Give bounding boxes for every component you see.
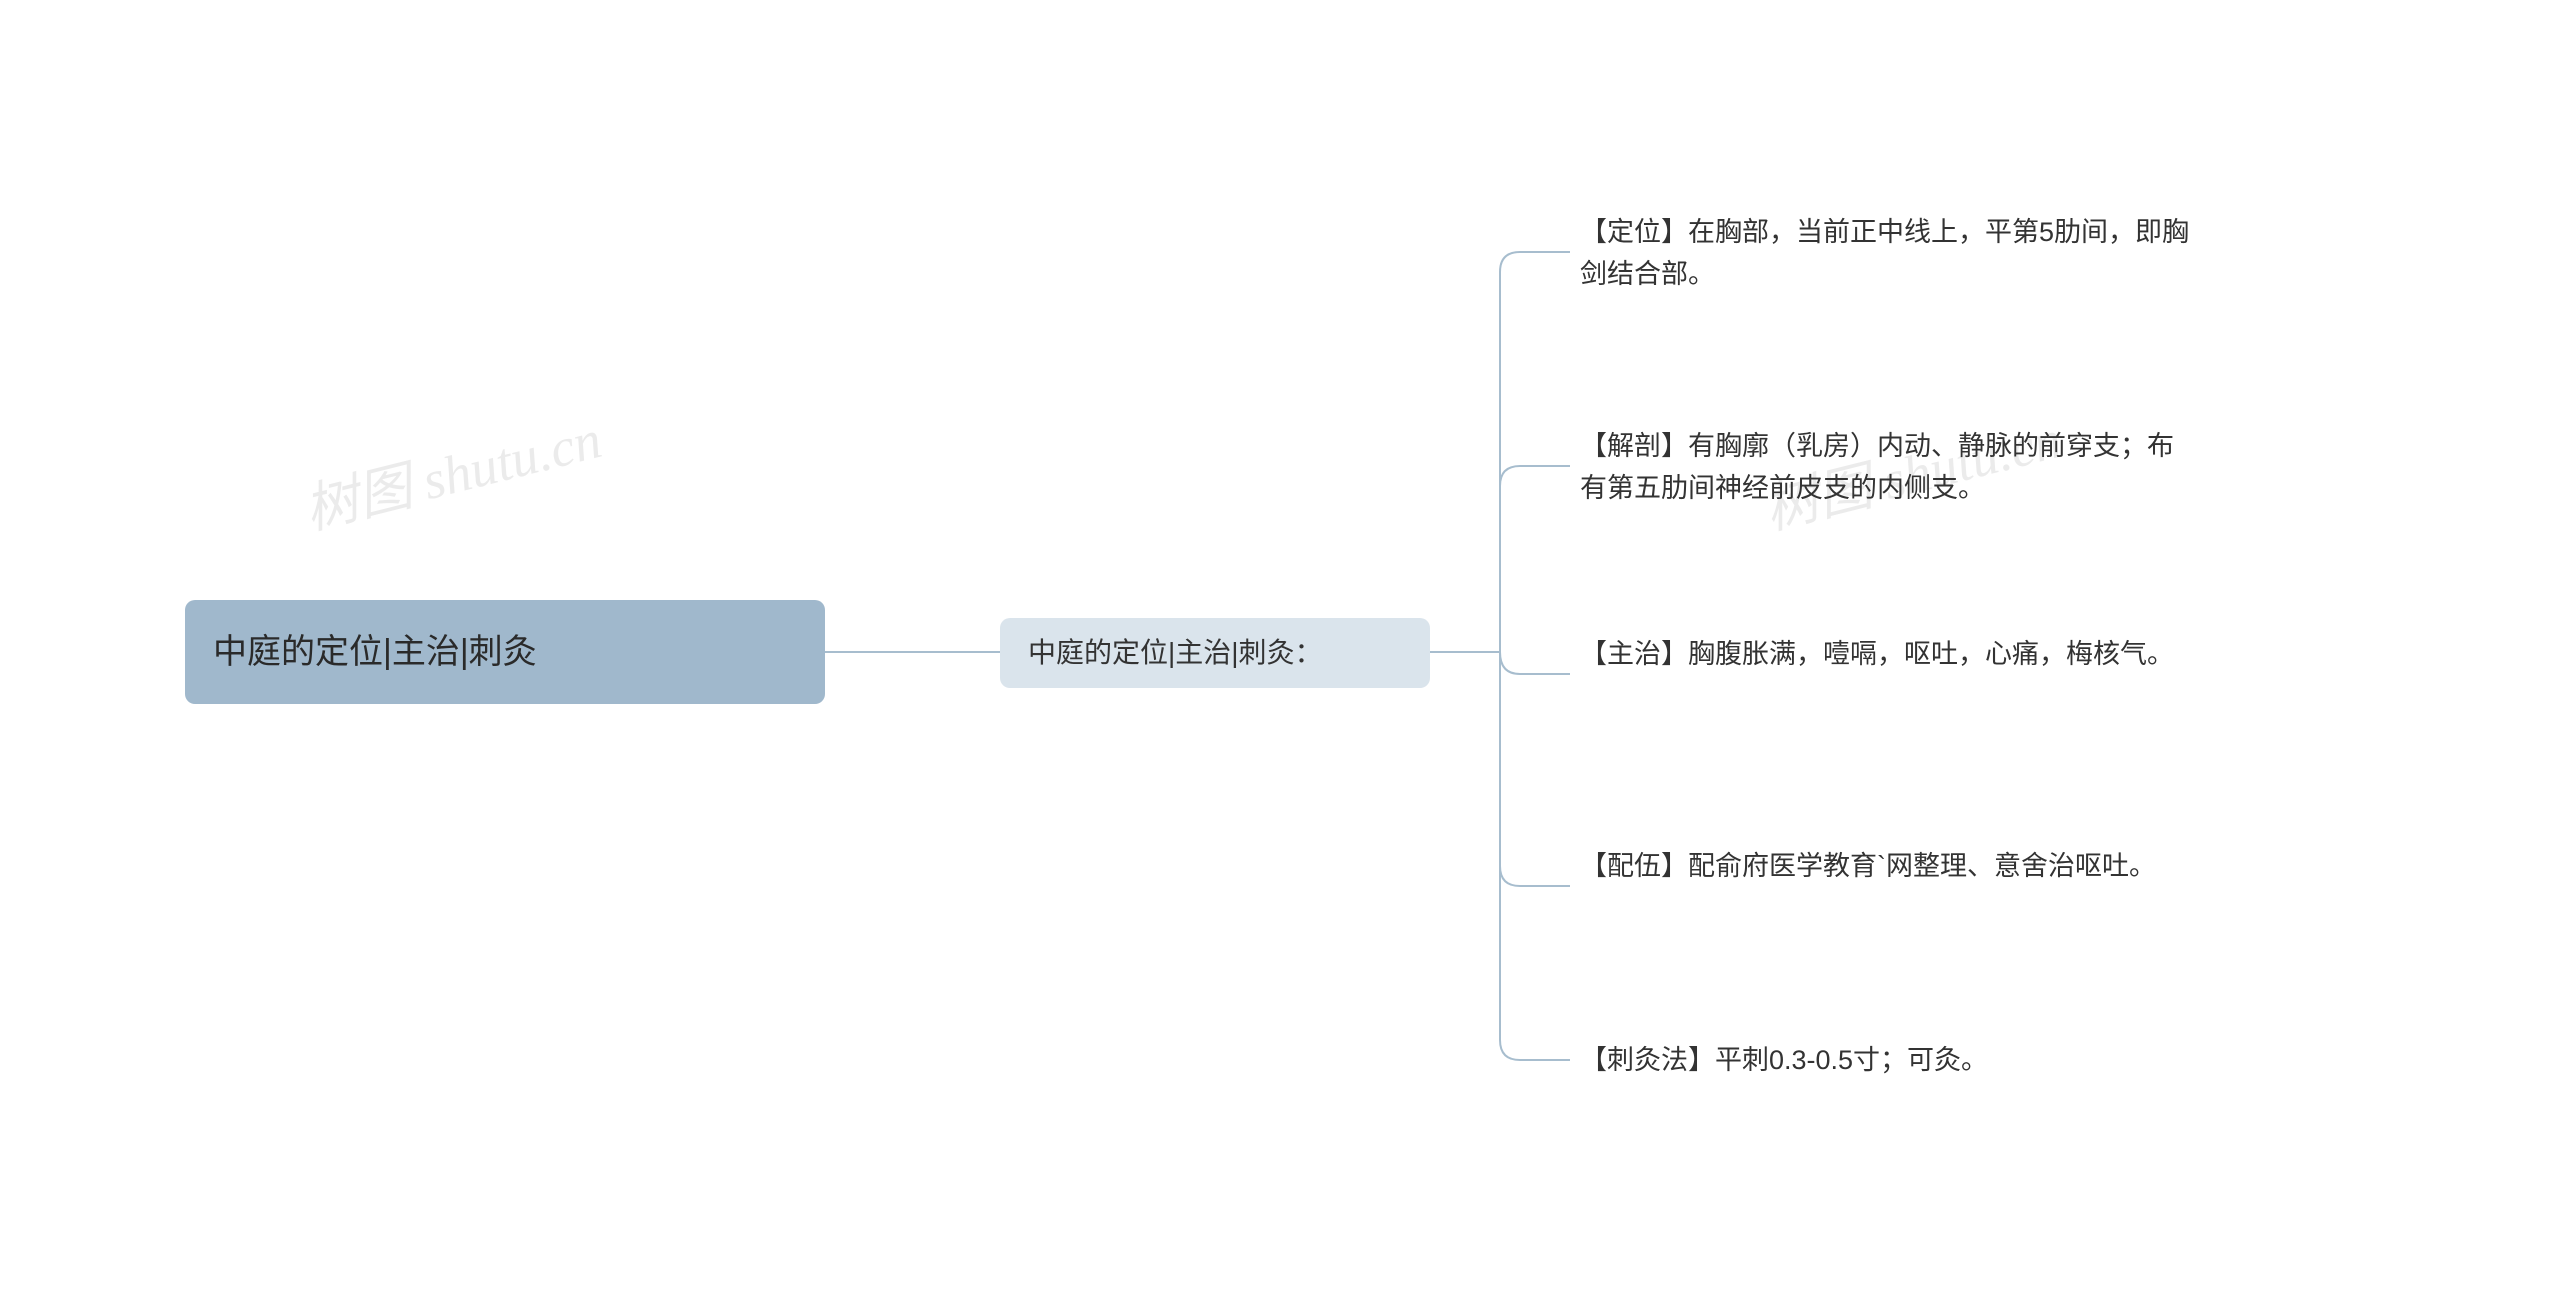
leaf-node[interactable]: 【主治】胸腹胀满，噎嗝，呕吐，心痛，梅核气。 (1580, 634, 2190, 676)
watermark: 树图 shutu.cn (295, 395, 608, 545)
leaf-node[interactable]: 【解剖】有胸廓（乳房）内动、静脉的前穿支；布有第五肋间神经前皮支的内侧支。 (1580, 426, 2190, 510)
level2-node[interactable]: 中庭的定位|主治|刺灸： (1000, 618, 1430, 688)
leaf-node[interactable]: 【配伍】配俞府医学教育`网整理、意舍治呕吐。 (1580, 846, 2190, 888)
level2-node-label: 中庭的定位|主治|刺灸： (1028, 632, 1323, 674)
leaf-node[interactable]: 【定位】在胸部，当前正中线上，平第5肋间，即胸剑结合部。 (1580, 212, 2190, 296)
connector-leaf-1 (1500, 466, 1570, 652)
connector-leaf-4 (1500, 652, 1570, 1060)
leaf-label: 【定位】在胸部，当前正中线上，平第5肋间，即胸剑结合部。 (1580, 212, 2190, 296)
root-node[interactable]: 中庭的定位|主治|刺灸 (185, 600, 825, 704)
connector-leaf-0 (1500, 252, 1570, 652)
connector-leaf-3 (1500, 652, 1570, 886)
leaf-node[interactable]: 【刺灸法】平刺0.3-0.5寸；可灸。 (1580, 1040, 2190, 1082)
leaf-label: 【配伍】配俞府医学教育`网整理、意舍治呕吐。 (1580, 846, 2156, 888)
leaf-label: 【刺灸法】平刺0.3-0.5寸；可灸。 (1580, 1040, 1988, 1082)
root-node-label: 中庭的定位|主治|刺灸 (213, 627, 537, 678)
mindmap-canvas: 树图 shutu.cn 树图 shutu.cn 中庭的定位|主治|刺灸 中庭的定… (0, 0, 2560, 1304)
leaf-label: 【解剖】有胸廓（乳房）内动、静脉的前穿支；布有第五肋间神经前皮支的内侧支。 (1580, 426, 2190, 510)
leaf-label: 【主治】胸腹胀满，噎嗝，呕吐，心痛，梅核气。 (1580, 634, 2174, 676)
connector-leaf-2 (1500, 652, 1570, 674)
